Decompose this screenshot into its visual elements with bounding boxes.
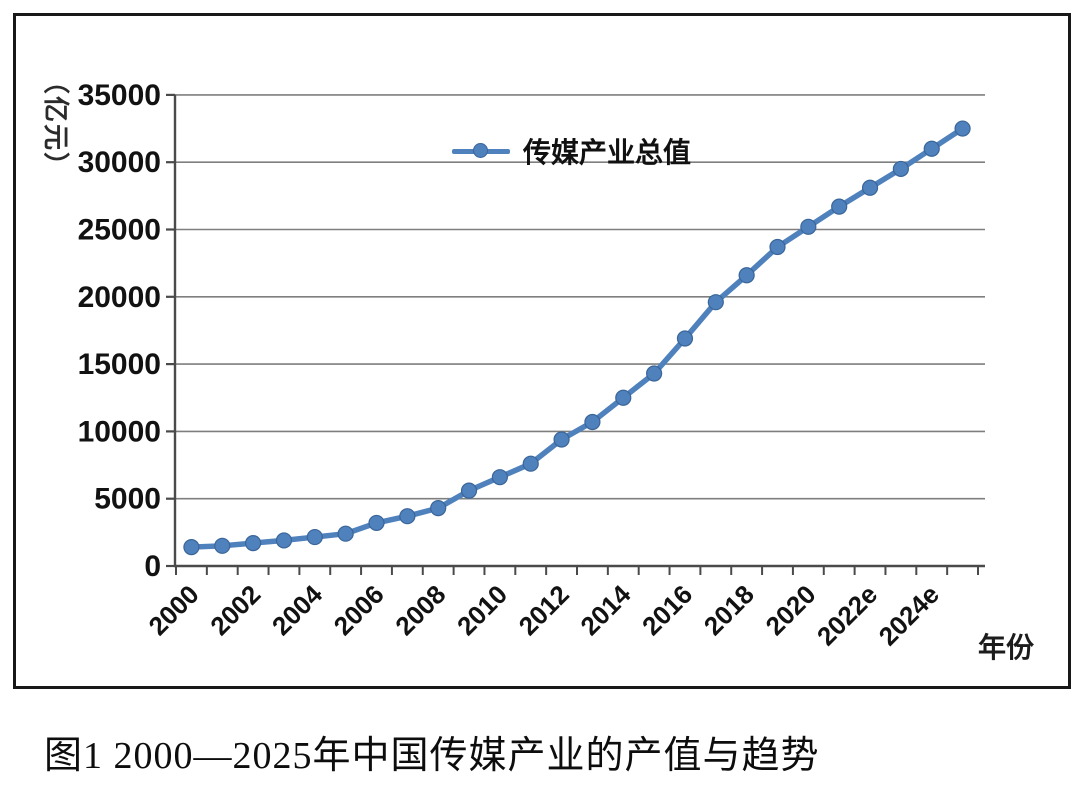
data-point-marker bbox=[584, 413, 601, 431]
series-line bbox=[188, 125, 966, 550]
x-tick-label: 2012 bbox=[513, 579, 575, 641]
x-tick-label: 2008 bbox=[389, 579, 451, 641]
data-point-marker bbox=[553, 431, 570, 448]
x-tick-label: 2014 bbox=[574, 579, 636, 641]
data-point-marker bbox=[923, 140, 940, 157]
y-tick-label: 20000 bbox=[78, 281, 161, 314]
data-point-marker bbox=[954, 120, 971, 137]
data-point-marker bbox=[707, 294, 724, 311]
data-point-marker bbox=[183, 539, 200, 556]
series-markers bbox=[183, 120, 971, 556]
data-point-marker bbox=[522, 455, 539, 472]
figure-caption: 图1 2000—2025年中国传媒产业的产值与趋势 bbox=[44, 735, 820, 777]
x-axis-ticks bbox=[175, 566, 979, 575]
data-point-marker bbox=[800, 218, 817, 235]
x-axis-tick-labels: 2000 2002 2004 2006 2008 2010 2012 2014 2016 2018… bbox=[143, 579, 945, 652]
data-point-marker bbox=[676, 330, 694, 347]
data-point-marker bbox=[861, 179, 879, 196]
data-point-marker bbox=[615, 389, 632, 406]
data-point-marker bbox=[738, 267, 755, 284]
data-point-marker bbox=[214, 537, 231, 554]
x-tick-label: 2004 bbox=[266, 579, 328, 641]
data-point-marker bbox=[769, 238, 786, 256]
gridlines bbox=[175, 94, 985, 500]
data-point-marker bbox=[491, 469, 508, 486]
x-tick-label: 2024e bbox=[873, 579, 945, 651]
y-axis-tick-labels: 0 5000 10000 15000 20000 25000 30000 35000 bbox=[78, 79, 161, 583]
data-point-marker bbox=[831, 198, 848, 215]
data-point-marker bbox=[337, 525, 354, 542]
x-tick-label: 2016 bbox=[636, 579, 698, 641]
y-tick-label: 35000 bbox=[78, 79, 161, 112]
y-tick-label: 15000 bbox=[78, 348, 161, 381]
y-tick-label: 10000 bbox=[78, 415, 161, 448]
legend-series-marker-icon bbox=[452, 142, 510, 160]
x-tick-label: 2018 bbox=[698, 579, 760, 641]
data-point-marker bbox=[460, 482, 478, 499]
figure-frame bbox=[13, 13, 1071, 689]
data-point-marker bbox=[892, 160, 909, 178]
legend: 传媒产业总值 bbox=[452, 131, 691, 171]
y-tick-label: 30000 bbox=[78, 146, 161, 179]
y-tick-label: 25000 bbox=[78, 214, 161, 247]
y-tick-label: 0 bbox=[144, 550, 161, 583]
y-tick-label: 5000 bbox=[94, 483, 161, 516]
data-point-marker bbox=[275, 532, 293, 549]
x-tick-label: 2002 bbox=[204, 579, 266, 641]
data-point-marker bbox=[399, 508, 416, 525]
x-tick-label: 2022e bbox=[811, 579, 883, 651]
data-point-marker bbox=[430, 500, 447, 517]
data-point-marker bbox=[245, 535, 262, 552]
y-axis-ticks bbox=[166, 93, 175, 568]
legend-dot-icon bbox=[473, 142, 488, 158]
y-axis-unit-label: （亿元） bbox=[41, 68, 71, 181]
x-tick-label: 2010 bbox=[451, 579, 513, 641]
legend-series-label: 传媒产业总值 bbox=[523, 137, 692, 168]
data-point-marker bbox=[368, 514, 385, 532]
data-point-marker bbox=[646, 365, 663, 382]
x-tick-label: 2000 bbox=[143, 579, 205, 641]
axes bbox=[173, 94, 985, 568]
x-axis-title: 年份 bbox=[978, 632, 1035, 663]
x-tick-label: 2006 bbox=[328, 579, 390, 641]
data-point-marker bbox=[306, 528, 323, 546]
